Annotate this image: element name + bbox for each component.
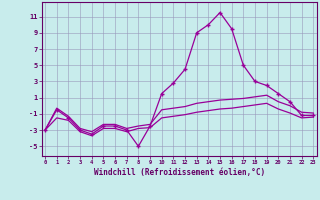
X-axis label: Windchill (Refroidissement éolien,°C): Windchill (Refroidissement éolien,°C) (94, 168, 265, 177)
